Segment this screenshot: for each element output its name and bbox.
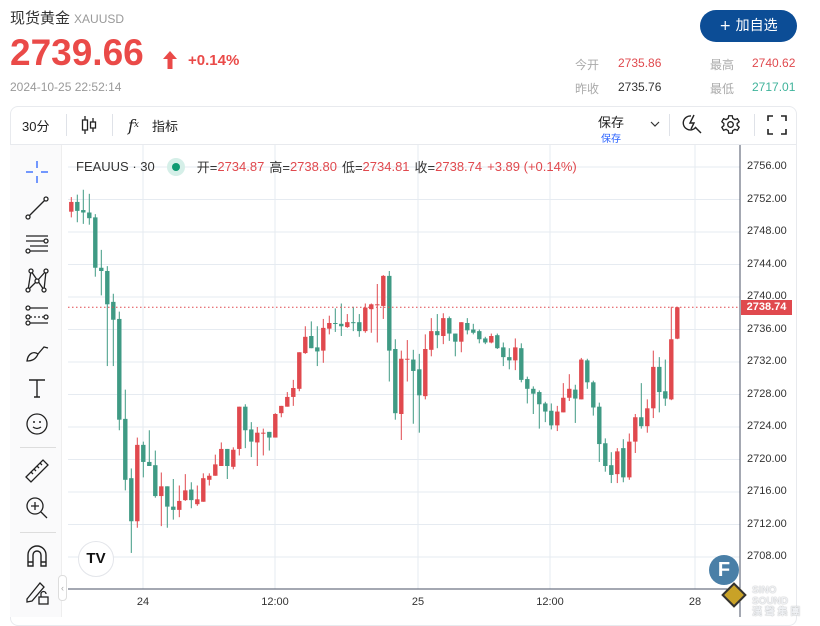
open-label: 今开 bbox=[575, 58, 600, 72]
toolbar-divider bbox=[20, 532, 56, 533]
price-tick-label: 2756.00 bbox=[747, 160, 787, 172]
change-percent: +0.14% bbox=[188, 52, 240, 69]
chart-legend: FEAUUS · 30 开= 2734.87 高= 2738.80 低= 2734.8… bbox=[76, 157, 577, 176]
trend-line-icon[interactable] bbox=[24, 195, 50, 221]
drawing-toolbar bbox=[10, 145, 62, 617]
legend-open-label: 开= bbox=[196, 160, 218, 175]
divider bbox=[754, 114, 755, 136]
save-sublabel: 保存 bbox=[601, 134, 621, 145]
price-tick-label: 2712.00 bbox=[747, 517, 787, 530]
candlestick-type-icon[interactable] bbox=[80, 115, 98, 135]
brush-icon[interactable] bbox=[24, 339, 50, 365]
time-tick-label: 12:00 bbox=[536, 596, 564, 608]
toolbar-divider bbox=[20, 447, 56, 448]
price-tick-label: 2720.00 bbox=[747, 452, 787, 465]
price-tick-label: 2732.00 bbox=[747, 355, 787, 367]
time-tick-label: 28 bbox=[688, 596, 702, 608]
legend-low-label: 低= bbox=[341, 160, 363, 175]
zoom-in-icon[interactable] bbox=[24, 495, 50, 521]
price-tick-label: 2744.00 bbox=[747, 257, 787, 270]
fib-lines-icon[interactable] bbox=[24, 231, 50, 257]
price-tick-label: 2736.00 bbox=[747, 322, 787, 335]
divider bbox=[669, 114, 670, 136]
price-tick-label: 2716.00 bbox=[747, 485, 787, 497]
legend-title: FEAUUS · 30 bbox=[76, 159, 155, 174]
time-tick-label: 24 bbox=[136, 596, 150, 608]
gear-icon[interactable] bbox=[720, 114, 741, 135]
legend-high: 2738.80 bbox=[289, 159, 337, 174]
legend-high-label: 高= bbox=[269, 160, 290, 175]
chevron-down-icon[interactable] bbox=[650, 120, 660, 128]
legend-open: 2734.87 bbox=[217, 159, 265, 174]
instrument-title: 现货黄金 XAUUSD bbox=[10, 7, 124, 28]
open-value: 2735.86 bbox=[618, 56, 662, 70]
low-value: 2717.01 bbox=[752, 80, 796, 94]
quick-search-icon[interactable] bbox=[681, 113, 703, 135]
fullscreen-icon[interactable] bbox=[767, 115, 787, 135]
instrument-symbol: XAUUSD bbox=[74, 12, 125, 26]
divider bbox=[66, 114, 67, 136]
magnet-icon[interactable] bbox=[24, 543, 50, 569]
time-tick-label: 25 bbox=[411, 596, 425, 608]
price-tick-label: 2740.00 bbox=[747, 290, 787, 302]
timestamp: 2024-10-25 22:52:14 bbox=[10, 80, 122, 94]
pattern-icon[interactable] bbox=[24, 267, 50, 293]
emoji-icon[interactable] bbox=[24, 411, 50, 437]
arrow-up-icon bbox=[163, 51, 177, 69]
tradingview-logo[interactable]: TV bbox=[78, 541, 114, 577]
prev-close-value: 2735.76 bbox=[618, 80, 662, 94]
ruler-icon[interactable] bbox=[24, 458, 50, 484]
text-icon[interactable] bbox=[24, 375, 50, 401]
interval-button[interactable]: 30分 bbox=[22, 118, 50, 134]
instrument-name: 现货黄金 bbox=[10, 9, 71, 27]
crosshair-icon[interactable] bbox=[24, 159, 50, 185]
watermark-text: SINO SOUND 漢 聲 集 團 bbox=[752, 585, 801, 618]
divider bbox=[112, 114, 113, 136]
legend-low: 2734.81 bbox=[362, 159, 410, 174]
f-logo: F bbox=[709, 555, 739, 585]
low-label: 最低 bbox=[710, 82, 735, 96]
indicators-button[interactable]: 指标 bbox=[152, 118, 179, 134]
save-button[interactable]: 保存 保存 bbox=[598, 112, 624, 145]
price-tick-label: 2708.00 bbox=[747, 550, 787, 562]
current-price: 2739.66 bbox=[10, 32, 144, 73]
chart-panel bbox=[10, 106, 797, 626]
prev-close-label: 昨收 bbox=[575, 82, 600, 96]
price-tick-label: 2748.00 bbox=[747, 225, 787, 237]
toolbar-divider bbox=[10, 144, 797, 145]
price-tick-label: 2724.00 bbox=[747, 420, 787, 432]
price-tick-label: 2752.00 bbox=[747, 192, 787, 205]
legend-change: +3.89 (+0.14%) bbox=[487, 159, 577, 174]
lock-drawings-icon[interactable] bbox=[24, 579, 50, 605]
legend-close: 2738.74 bbox=[435, 159, 483, 174]
save-label: 保存 bbox=[598, 115, 625, 130]
high-value: 2740.62 bbox=[752, 56, 796, 70]
add-watchlist-button[interactable]: + 加自选 bbox=[700, 10, 797, 42]
time-tick-label: 12:00 bbox=[261, 596, 289, 608]
last-price-tag: 2738.74 bbox=[741, 299, 792, 315]
price-tick-label: 2728.00 bbox=[747, 387, 787, 400]
market-status-icon bbox=[166, 157, 185, 176]
collapse-toolbar-button[interactable]: ‹ bbox=[58, 575, 67, 601]
high-label: 最高 bbox=[710, 58, 735, 72]
legend-close-label: 收= bbox=[414, 160, 436, 175]
prediction-icon[interactable] bbox=[24, 303, 50, 329]
